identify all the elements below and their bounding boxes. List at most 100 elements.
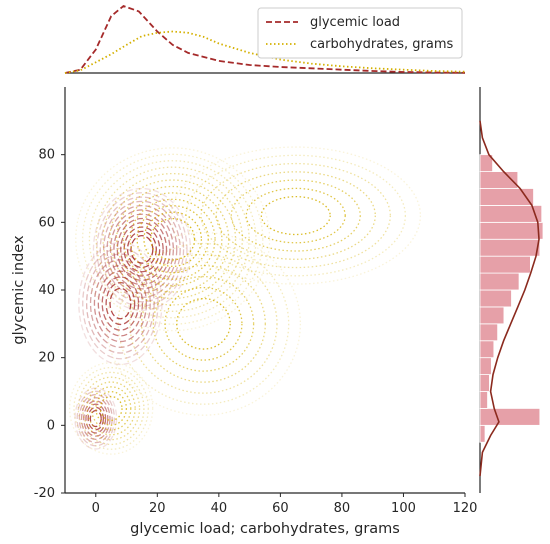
kde-contour-glycemic-load: [130, 234, 154, 264]
kde-contour-carbohydrates: [170, 146, 422, 285]
marginal-y-bar: [479, 306, 505, 325]
kde-contour-carbohydrates: [95, 391, 128, 426]
kde-contour-carbohydrates: [129, 253, 278, 394]
legend: glycemic load carbohydrates, grams: [257, 7, 463, 59]
kde-contour-glycemic-load: [85, 403, 107, 434]
joint-kde-contours: [68, 146, 422, 455]
y-tick-label: -20: [34, 486, 55, 501]
marginal-y-bar: [479, 357, 492, 375]
kde-contour-carbohydrates: [136, 205, 209, 274]
kde-contour-carbohydrates: [105, 231, 302, 416]
kde-contour-carbohydrates: [230, 179, 361, 252]
marginal-y-bar: [479, 272, 520, 291]
y-tick-label: 0: [47, 418, 55, 433]
x-tick-label: 20: [149, 501, 166, 516]
marginal-y-bar: [479, 391, 488, 409]
kde-contour-glycemic-load: [101, 276, 140, 331]
x-tick-label: 80: [334, 501, 351, 516]
kde-contour-glycemic-load: [109, 209, 174, 290]
kde-contour-glycemic-load: [109, 287, 132, 320]
legend-frame: [257, 7, 463, 59]
kde-contour-glycemic-load: [120, 222, 164, 277]
kde-contour-carbohydrates: [102, 172, 243, 306]
kde-contour-glycemic-load: [83, 400, 109, 437]
kde-contour-glycemic-load: [113, 213, 171, 286]
main-plot: 0 20 40 60 80 100 120 -20 0 20 40 60 80 glycemic lo…: [11, 87, 477, 537]
kde-contour-glycemic-load: [93, 264, 147, 343]
kde-contour-carbohydrates: [81, 153, 264, 325]
kde-contour-glycemic-load: [87, 406, 105, 431]
kde-contour-carbohydrates: [143, 211, 203, 267]
kde-contour-carbohydrates: [99, 395, 123, 421]
kde-contour-carbohydrates: [88, 160, 257, 319]
x-tick-label: 40: [211, 501, 228, 516]
kde-contour-carbohydrates: [75, 147, 271, 332]
kde-contour-carbohydrates: [140, 264, 266, 383]
kde-contour-glycemic-load: [82, 247, 159, 360]
kde-contour-glycemic-load: [80, 397, 111, 441]
kde-contour-carbohydrates: [116, 185, 230, 293]
kde-contour-carbohydrates: [73, 366, 149, 450]
kde-contour-carbohydrates: [176, 297, 231, 350]
marginal-x-kde-glycemic-load: [64, 4, 466, 74]
kde-contour-carbohydrates: [117, 242, 290, 405]
x-tick-label: 0: [92, 501, 100, 516]
marginal-x-panel: [64, 4, 466, 74]
plot-area: [65, 87, 465, 493]
kde-contour-carbohydrates: [129, 198, 216, 280]
marginal-y-bar: [479, 424, 486, 443]
kde-contour-carbohydrates: [215, 171, 376, 260]
kde-contour-glycemic-load: [126, 230, 157, 269]
marginal-y-bar: [479, 374, 490, 392]
kde-contour-carbohydrates: [77, 371, 145, 446]
y-tick-label: 80: [38, 148, 55, 163]
kde-contour-carbohydrates: [152, 275, 255, 372]
kde-contour-carbohydrates: [68, 362, 154, 455]
kde-contour-glycemic-load: [78, 241, 163, 366]
kde-contour-carbohydrates: [109, 179, 237, 300]
x-axis-title: glycemic load; carbohydrates, grams: [130, 521, 400, 537]
y-axis-title: glycemic index: [11, 235, 27, 345]
kde-contour-carbohydrates: [164, 286, 243, 361]
marginal-y-bar: [479, 221, 544, 240]
kde-contour-carbohydrates: [200, 162, 391, 269]
marginal-y-bar: [479, 408, 541, 426]
kde-contour-glycemic-load: [99, 196, 185, 303]
kde-contour-glycemic-load: [116, 217, 168, 281]
marginal-y-bar: [479, 255, 531, 274]
kde-contour-carbohydrates: [82, 376, 141, 441]
legend-label-glycemic-load: glycemic load: [310, 15, 400, 30]
x-tick-label: 100: [391, 501, 416, 516]
kde-contour-glycemic-load: [97, 270, 144, 337]
kde-contour-carbohydrates: [260, 195, 331, 236]
kde-contour-carbohydrates: [122, 192, 223, 287]
marginal-y-bar: [479, 289, 512, 308]
kde-contour-glycemic-load: [76, 390, 115, 447]
kde-contour-carbohydrates: [95, 166, 250, 312]
kde-contour-glycemic-load: [96, 192, 188, 307]
kde-contour-glycemic-load: [106, 204, 178, 294]
marginal-y-bar: [479, 340, 495, 359]
kde-contour-glycemic-load: [78, 393, 113, 444]
x-tick-label: 60: [272, 501, 289, 516]
legend-label-carbohydrates: carbohydrates, grams: [310, 37, 454, 52]
kde-contour-carbohydrates: [185, 154, 407, 277]
kde-contour-glycemic-load: [89, 409, 102, 428]
marginal-y-bar: [479, 238, 541, 257]
marginal-y-kde-line: [479, 120, 540, 477]
marginal-x-kde-carbohydrates: [64, 30, 466, 74]
marginal-y-panel: [479, 87, 544, 493]
y-tick-label: 40: [38, 283, 55, 298]
kde-contour-glycemic-load: [92, 187, 192, 311]
y-tick-label: 20: [38, 351, 55, 366]
kde-contour-glycemic-load: [89, 259, 151, 348]
kde-contour-carbohydrates: [150, 217, 196, 261]
marginal-y-bar: [479, 323, 499, 342]
y-tick-label: 60: [38, 215, 55, 230]
kde-contour-glycemic-load: [123, 226, 161, 273]
kde-contour-carbohydrates: [245, 187, 346, 244]
kde-contour-carbohydrates: [86, 381, 136, 436]
kde-contour-glycemic-load: [105, 281, 136, 326]
kde-contour-carbohydrates: [90, 386, 132, 431]
